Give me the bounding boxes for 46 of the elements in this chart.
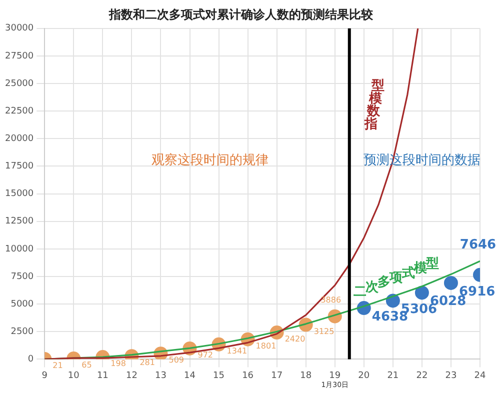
y-tick-label: 7500 [10, 272, 34, 282]
data-label: 281 [140, 358, 155, 368]
x-tick-label: 10 [68, 370, 80, 381]
data-label: 21 [52, 361, 63, 370]
x-tick-label: 16 [242, 370, 254, 381]
data-label: 65 [82, 360, 92, 370]
data-label: 1341 [226, 346, 248, 356]
y-tick-label: 0 [28, 354, 34, 365]
series-label: 指数模型 [363, 78, 385, 132]
data-label: 198 [110, 359, 126, 368]
y-tick-label: 10000 [4, 244, 34, 254]
x-tick-label: 18 [300, 370, 312, 381]
point [444, 276, 458, 290]
data-label: 1801 [256, 341, 276, 350]
y-tick-label: 22500 [4, 106, 34, 116]
x-tick-label: 12 [126, 370, 138, 381]
x-tick-label: 21 [387, 370, 399, 381]
y-tick-label: 27500 [4, 51, 34, 62]
annotation: 观察这段时间的规律 [152, 152, 269, 168]
x-tick-label: 23 [445, 370, 457, 381]
x-tick-label: 15 [213, 370, 225, 381]
x-tick-label: 19 [329, 370, 341, 381]
y-tick-label: 12500 [4, 216, 34, 227]
x-tick-label: 24 [474, 370, 486, 381]
data-label: 2420 [284, 334, 306, 344]
x-tick-label: 20 [358, 370, 370, 381]
y-tick-label: 17500 [4, 162, 34, 172]
x-tick-label: 9 [42, 370, 48, 381]
data-label: 7646 [460, 237, 496, 252]
x-tick-label: 17 [271, 370, 283, 381]
y-tick-label: 30000 [4, 24, 34, 34]
x-tick-label: 22 [416, 370, 428, 381]
x-tick-label: 14 [184, 370, 196, 381]
y-tick-label: 25000 [4, 78, 34, 89]
y-tick-label: 20000 [4, 134, 34, 144]
point [414, 286, 429, 300]
x-tick-label: 13 [155, 370, 166, 381]
data-label: 3886 [320, 295, 342, 304]
data-label: 3125 [314, 326, 334, 336]
y-tick-label: 15000 [4, 189, 34, 200]
y-tick-label: 5000 [10, 299, 34, 310]
data-label: 972 [198, 350, 214, 360]
x-tick-label: 11 [96, 370, 108, 381]
y-tick-label: 2500 [10, 326, 34, 337]
data-label: 509 [168, 356, 184, 365]
chart-title: 指数和二次多项式对累计确诊人数的预测结果比较 [108, 7, 374, 22]
